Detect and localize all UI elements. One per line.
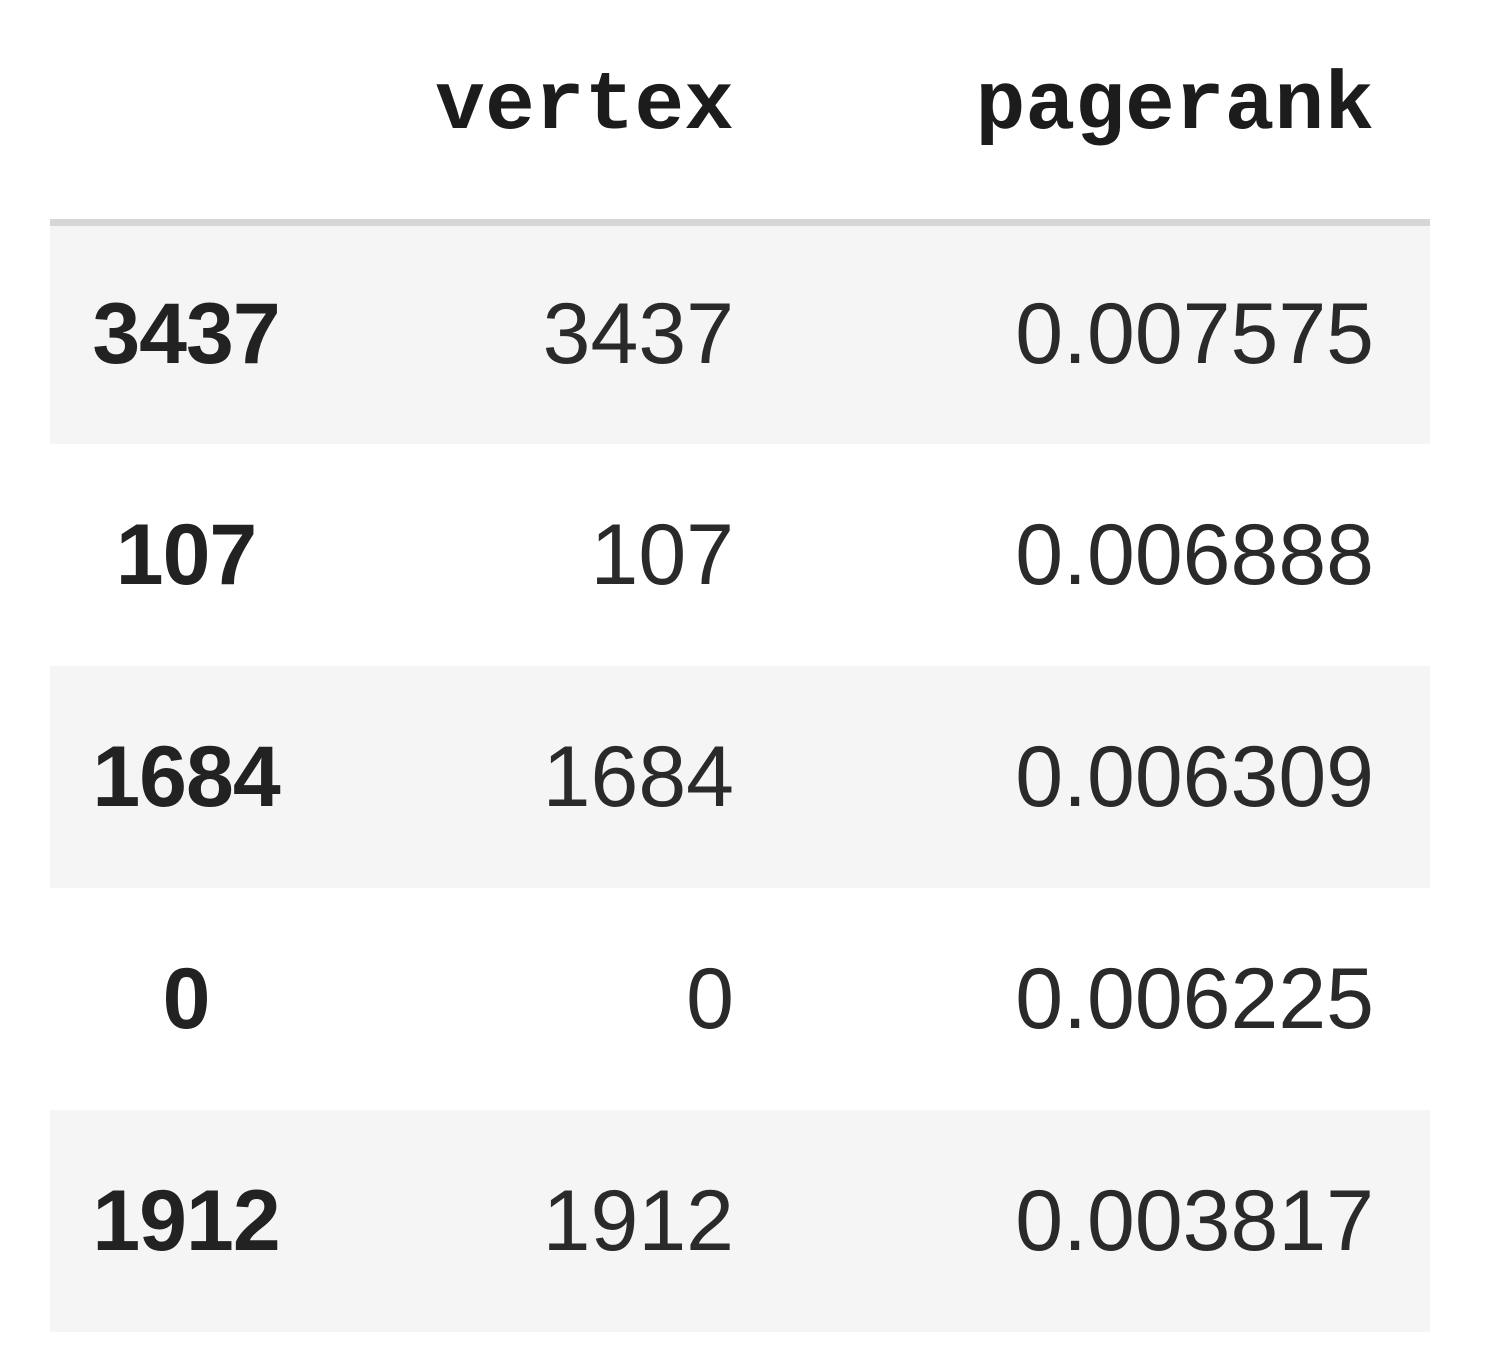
cell-pagerank: 0.003817 [1015, 1172, 1374, 1269]
row-index: 3437 [92, 286, 280, 383]
table-body: 3437 3437 0.007575 107 107 0.006888 1684… [50, 222, 1430, 1332]
header-pagerank: pagerank [790, 0, 1430, 226]
row-index: 0 [162, 950, 211, 1047]
cell-pagerank: 0.006888 [1015, 506, 1374, 603]
header-vertex: vertex [350, 0, 790, 226]
row-index: 1684 [92, 728, 280, 825]
cell-vertex: 3437 [542, 286, 734, 383]
cell-vertex: 1684 [542, 728, 734, 825]
dataframe-table: vertex pagerank 3437 3437 0.007575 107 1… [50, 0, 1430, 1332]
table-row: 107 107 0.006888 [50, 444, 1430, 666]
row-index: 107 [115, 506, 258, 603]
table-row: 1912 1912 0.003817 [50, 1110, 1430, 1332]
cell-vertex: 0 [686, 950, 734, 1047]
cell-pagerank: 0.006309 [1015, 728, 1374, 825]
row-index: 1912 [92, 1172, 280, 1269]
cell-vertex: 107 [590, 506, 735, 603]
cell-vertex: 1912 [542, 1172, 734, 1269]
cell-pagerank: 0.007575 [1015, 286, 1374, 383]
header-row: vertex pagerank [50, 0, 1430, 226]
table-row: 0 0 0.006225 [50, 888, 1430, 1110]
table-row: 3437 3437 0.007575 [50, 222, 1430, 444]
table-header: vertex pagerank [50, 0, 1430, 226]
header-index [50, 0, 350, 226]
table-row: 1684 1684 0.006309 [50, 666, 1430, 888]
cell-pagerank: 0.006225 [1015, 950, 1374, 1047]
